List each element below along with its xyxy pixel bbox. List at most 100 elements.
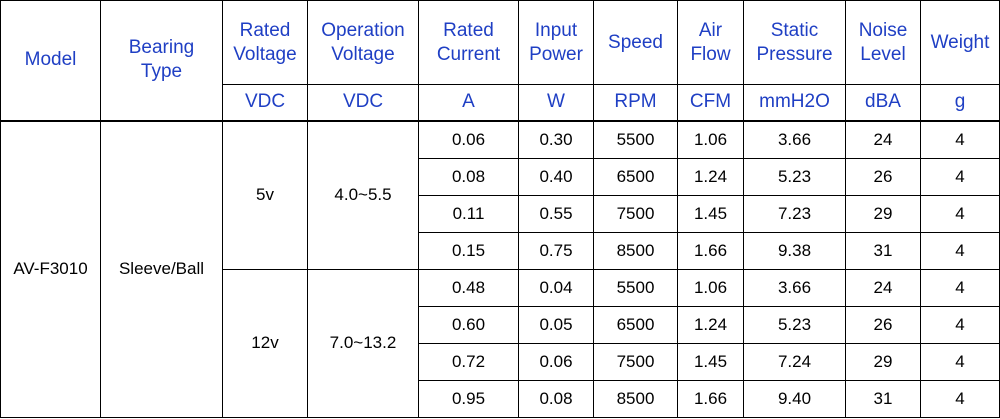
data-cell: 1.66: [677, 379, 744, 418]
column-label: Air Flow: [690, 19, 731, 65]
column-header: Air Flow: [677, 0, 744, 85]
data-cell: 0.95: [418, 379, 519, 418]
model-cell: AV-F3010: [0, 120, 101, 418]
column-unit: dBA: [845, 84, 921, 122]
operation-voltage-cell: 4.0~5.5: [307, 120, 419, 270]
column-label: Noise Level: [858, 19, 908, 65]
data-cell: 31: [845, 231, 921, 270]
column-label: Rated Voltage: [233, 19, 297, 65]
data-cell: 0.75: [518, 231, 594, 270]
data-cell: 4: [920, 231, 1000, 270]
data-cell: 0.60: [418, 305, 519, 344]
column-unit: mmH2O: [743, 84, 846, 122]
data-cell: 1.06: [677, 268, 744, 307]
data-cell: 5.23: [743, 305, 846, 344]
table-row: 0.15 0.75 8500 1.66 9.38 31 4: [1, 231, 1000, 270]
data-cell: 7.24: [743, 342, 846, 381]
column-header: Model: [0, 0, 101, 122]
column-label: Weight: [930, 31, 990, 53]
data-cell: 0.48: [418, 268, 519, 307]
data-cell: 8500: [593, 231, 678, 270]
column-label: Rated Current: [436, 19, 501, 65]
column-unit: CFM: [677, 84, 744, 122]
column-header: Rated Voltage: [222, 0, 308, 85]
column-unit: W: [518, 84, 594, 122]
data-cell: 0.15: [418, 231, 519, 270]
column-label: Static Pressure: [756, 19, 833, 65]
data-cell: 3.66: [743, 120, 846, 159]
data-cell: 8500: [593, 379, 678, 418]
data-cell: 7.23: [743, 194, 846, 233]
data-cell: 24: [845, 268, 921, 307]
data-cell: 5500: [593, 120, 678, 159]
data-cell: 24: [845, 120, 921, 159]
data-cell: 7500: [593, 342, 678, 381]
data-cell: 5500: [593, 268, 678, 307]
data-cell: 7500: [593, 194, 678, 233]
data-cell: 0.08: [518, 379, 594, 418]
data-cell: 1.06: [677, 120, 744, 159]
data-cell: 4: [920, 157, 1000, 196]
data-cell: 4: [920, 379, 1000, 418]
table-row: 0.08 0.40 6500 1.24 5.23 26 4: [1, 157, 1000, 196]
data-cell: 31: [845, 379, 921, 418]
table-row: 0.11 0.55 7500 1.45 7.23 29 4: [1, 194, 1000, 233]
data-cell: 6500: [593, 157, 678, 196]
data-cell: 3.66: [743, 268, 846, 307]
data-cell: 5.23: [743, 157, 846, 196]
data-cell: 26: [845, 157, 921, 196]
column-header: Rated Current: [418, 0, 519, 85]
column-header: Weight: [920, 0, 1000, 85]
column-unit: A: [418, 84, 519, 122]
data-cell: 1.24: [677, 157, 744, 196]
table-row: 0.95 0.08 8500 1.66 9.40 31 4: [1, 379, 1000, 418]
column-header: Bearing Type: [100, 0, 223, 122]
rated-voltage-cell: 5v: [222, 120, 308, 270]
data-cell: 0.06: [518, 342, 594, 381]
column-header: Static Pressure: [743, 0, 846, 85]
operation-voltage-cell: 7.0~13.2: [307, 268, 419, 418]
column-label: Operation Voltage: [321, 19, 405, 65]
data-cell: 4: [920, 305, 1000, 344]
data-cell: 26: [845, 305, 921, 344]
data-cell: 4: [920, 194, 1000, 233]
table-row: 0.72 0.06 7500 1.45 7.24 29 4: [1, 342, 1000, 381]
data-cell: 0.06: [418, 120, 519, 159]
column-header: Input Power: [518, 0, 594, 85]
data-cell: 0.08: [418, 157, 519, 196]
column-header: Noise Level: [845, 0, 921, 85]
rated-voltage-cell: 12v: [222, 268, 308, 418]
bearing-cell: Sleeve/Ball: [100, 120, 223, 418]
data-cell: 9.40: [743, 379, 846, 418]
data-cell: 0.04: [518, 268, 594, 307]
column-header: Speed: [593, 0, 678, 85]
column-label: Model: [24, 49, 77, 71]
table-row: 0.60 0.05 6500 1.24 5.23 26 4: [1, 305, 1000, 344]
column-unit: VDC: [222, 84, 308, 122]
table-row: 12v 7.0~13.2 0.48 0.04 5500 1.06 3.66 24 4: [1, 268, 1000, 418]
data-cell: 29: [845, 342, 921, 381]
data-cell: 0.05: [518, 305, 594, 344]
column-label: Input Power: [529, 19, 583, 65]
data-cell: 0.55: [518, 194, 594, 233]
column-unit: RPM: [593, 84, 678, 122]
data-cell: 4: [920, 120, 1000, 159]
data-cell: 0.72: [418, 342, 519, 381]
data-cell: 1.45: [677, 194, 744, 233]
data-cell: 1.45: [677, 342, 744, 381]
column-header: Operation Voltage: [307, 0, 419, 85]
column-label: Speed: [608, 31, 663, 53]
data-cell: 6500: [593, 305, 678, 344]
data-cell: 0.40: [518, 157, 594, 196]
data-cell: 9.38: [743, 231, 846, 270]
data-cell: 4: [920, 268, 1000, 307]
data-cell: 0.30: [518, 120, 594, 159]
column-label: Bearing Type: [128, 37, 195, 83]
data-cell: 1.24: [677, 305, 744, 344]
data-cell: 29: [845, 194, 921, 233]
column-unit: VDC: [307, 84, 419, 122]
column-unit: g: [920, 84, 1000, 122]
data-cell: 4: [920, 342, 1000, 381]
